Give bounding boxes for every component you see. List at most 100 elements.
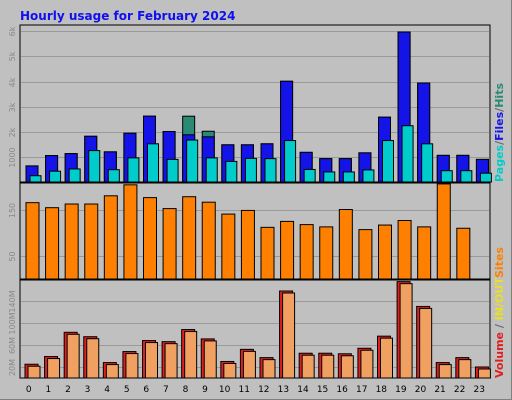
pages-bar [68,168,81,183]
x-tick-label: 14 [297,385,309,395]
sites-panel: 50 150 Sites [8,182,506,280]
sites-panel-bars [25,183,471,280]
volume-in-out-bar [360,349,374,379]
pages-bar [166,158,179,183]
x-tick-label: 5 [124,385,130,395]
volume-in-out-bar [164,343,178,379]
sites-bar [319,226,334,280]
volume-in-out-bar [223,362,237,379]
volume-in-out-bar [380,337,393,379]
sites-bar [436,183,451,280]
legend-separator-3: / [493,320,506,332]
x-tick-label: 1 [46,385,52,395]
sites-bar [378,224,392,280]
pages-bar [382,140,394,183]
sites-bar [280,220,295,280]
sites-panel-legend: Sites [493,247,506,278]
y-tick-label: 60M [8,337,17,354]
volume-in-out-bar [301,354,315,379]
sites-bar [358,229,373,280]
sites-bar [103,195,118,280]
volume-in-out-bar [27,365,41,379]
legend-volume-label: Volume [493,332,506,378]
x-tick-label: 22 [454,385,465,395]
volume-in-out-bar [242,350,256,379]
y-tick-label: 1000 [8,147,17,167]
volume-panel-bars [24,281,491,379]
sites-bar [123,184,138,280]
pages-bar [186,139,199,183]
volume-in-out-bar [340,355,354,379]
x-tick-label: 16 [336,385,348,395]
x-tick-label: 15 [317,385,328,395]
svg-text:Pages/Files/Hits: Pages/Files/Hits [493,83,506,182]
pages-bar [284,140,297,183]
volume-in-out-bar [477,368,491,379]
volume-in-out-bar [399,283,413,379]
x-tick-label: 17 [356,385,367,395]
x-tick-label: 20 [415,385,427,395]
y-tick-label: 140M [8,290,17,312]
legend-hits-label: Hits [493,83,506,108]
volume-in-out-bar [47,358,61,379]
pages-bar [479,172,492,183]
hits-files-pages-panel: 1000 2k 3k 4k 5k 6k Pages/Files/Hits [8,24,506,183]
hits-panel-legend: Pages/Files/Hits [493,83,506,182]
y-tick-label: 2k [8,127,17,137]
sites-bar [64,203,79,280]
volume-in-out-bar [66,333,80,379]
volume-in-out-bar [184,331,198,379]
sites-panel-plot-area [19,182,491,280]
volume-in-out-bar [282,292,296,379]
x-tick-label: 19 [395,385,407,395]
sites-bar [338,209,353,280]
sites-panel-y-ticks: 50 150 [8,203,17,262]
pages-bar [440,170,453,183]
volume-in-out-bar [203,340,217,379]
volume-in-out-bar [145,342,158,379]
x-tick-label: 11 [238,385,249,395]
y-tick-label: 6k [8,26,17,36]
svg-text:Volume / IN/OUT: Volume / IN/OUT [493,277,506,378]
volume-in-out-bar [321,354,335,379]
x-tick-label: 21 [434,385,445,395]
x-tick-label: 9 [202,385,208,395]
pages-bar [88,150,101,183]
pages-bar [342,171,355,183]
legend-separator-2: / [493,107,506,112]
y-tick-label: 100M [8,312,17,334]
pages-bar [225,160,238,183]
x-tick-label: 0 [26,385,32,395]
pages-bar [205,157,218,183]
legend-separator-1: / [493,140,506,145]
sites-bar [84,203,99,280]
legend-files-label: Files [493,111,506,141]
volume-in-out-bar [419,307,433,379]
pages-bar [127,157,140,183]
x-tick-label: 10 [219,385,231,395]
sites-bar [397,219,412,280]
legend-sites-label: Sites [493,247,506,278]
pages-bar [323,171,336,183]
sites-bar [221,213,236,280]
y-tick-label: 3k [8,102,17,112]
pages-bar [264,158,277,183]
sites-bar [143,197,157,280]
sites-bar [260,226,275,280]
sites-bar [182,196,197,280]
volume-in-out-bar [438,364,452,379]
pages-bar [29,175,42,183]
x-tick-label: 2 [65,385,71,395]
sites-bar [201,201,216,280]
x-tick-label: 8 [183,385,189,395]
x-tick-label: 4 [104,385,110,395]
legend-in-out-label: IN/OUT [493,277,506,321]
x-tick-label: 18 [376,385,388,395]
y-tick-label: 4k [8,77,17,87]
y-tick-label: 5k [8,51,17,61]
volume-panel-legend: Volume / IN/OUT [493,277,506,378]
x-tick-label: 6 [143,385,149,395]
